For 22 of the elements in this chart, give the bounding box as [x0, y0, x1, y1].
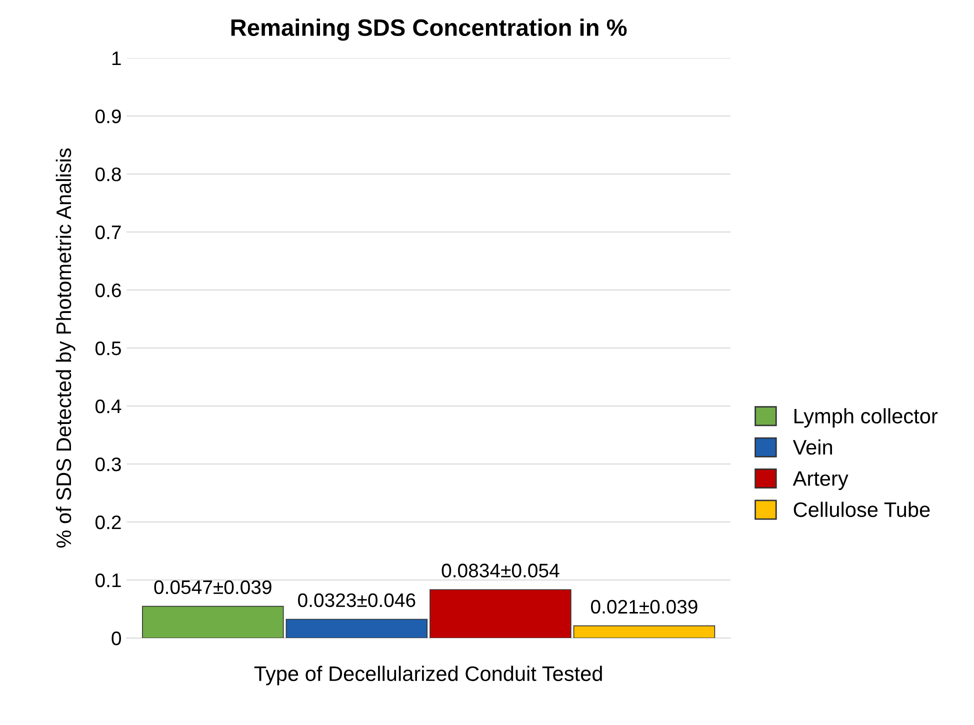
y-tick-label: 0.5	[95, 341, 121, 356]
legend-label: Vein	[792, 439, 832, 455]
y-tick-label: 1	[112, 52, 121, 66]
y-tick-label: 0.3	[95, 457, 121, 472]
legend-label: Artery	[792, 471, 848, 490]
y-tick-label: 0.9	[95, 109, 121, 124]
data-label: 0.0834±0.054	[442, 564, 560, 578]
chart-title: Remaining SDS Concentration in %	[231, 18, 627, 41]
y-tick-label: 0.8	[95, 167, 121, 182]
y-tick-label: 0.2	[95, 515, 121, 530]
y-tick-label: 0.4	[95, 399, 122, 414]
y-tick-label: 0	[112, 631, 121, 646]
y-tick-label: 0.7	[95, 225, 121, 240]
data-label: 0.0547±0.039	[154, 580, 272, 594]
y-axis-title: % of SDS Detected by Photometric Analisis	[56, 148, 76, 548]
y-tick-label: 0.1	[95, 573, 121, 588]
legend-label: Lymph collector	[794, 408, 938, 428]
x-axis-title: Type of Decellularized Conduit Tested	[254, 666, 602, 686]
y-tick-label: 0.6	[95, 283, 121, 298]
data-label: 0.021±0.039	[591, 600, 698, 614]
data-label: 0.0323±0.046	[298, 593, 416, 608]
legend-label: Cellulose Tube	[794, 502, 930, 518]
